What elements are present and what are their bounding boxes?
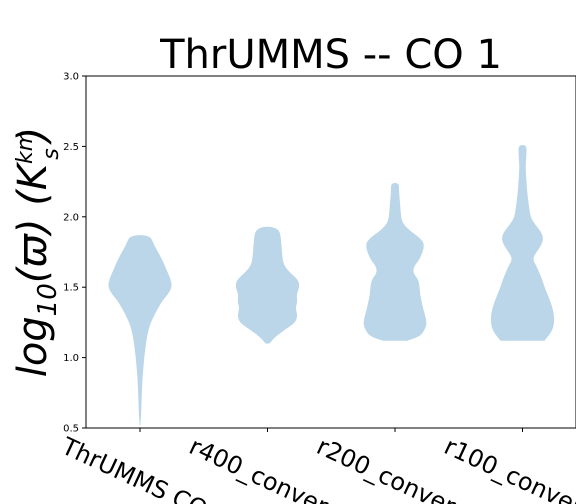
y-label-log: log (10, 316, 56, 377)
y-label-close: ) (10, 127, 56, 146)
violin-series (108, 145, 555, 426)
y-tick-label: 2.0 (63, 212, 79, 223)
y-tick-label: 1.0 (63, 353, 79, 364)
y-tick-label: 3.0 (63, 72, 79, 83)
violin-1 (108, 235, 172, 426)
x-tick-label: r100_conver (440, 432, 576, 504)
y-tick-label: 1.5 (63, 283, 79, 294)
y-label-denominator: s (39, 148, 64, 159)
y-axis-ticks: 0.5 1.0 1.5 2.0 2.5 3.0 (63, 72, 86, 435)
y-tick-label: 0.5 (63, 424, 79, 435)
y-label-numerator: km (13, 130, 38, 164)
y-label-subscript: 10 (33, 283, 63, 316)
y-label-symbol: (ϖ) (K (10, 161, 56, 283)
x-tick-label: ThrUMMS CO (57, 432, 212, 504)
plot-frame (85, 75, 576, 429)
chart-title: ThrUMMS -- CO 1 (159, 32, 502, 78)
x-axis-ticks: ThrUMMS COr400_converr200_converr100_con… (57, 428, 576, 504)
y-tick-label: 2.5 (63, 142, 79, 153)
y-axis-label: log10(ϖ) (Kkms) (10, 127, 64, 378)
x-tick-label: r400_conver (185, 432, 333, 504)
violin-3 (363, 183, 427, 341)
violin-2 (235, 226, 300, 344)
x-tick-label: r200_conver (312, 432, 460, 504)
violin-4 (490, 145, 555, 341)
